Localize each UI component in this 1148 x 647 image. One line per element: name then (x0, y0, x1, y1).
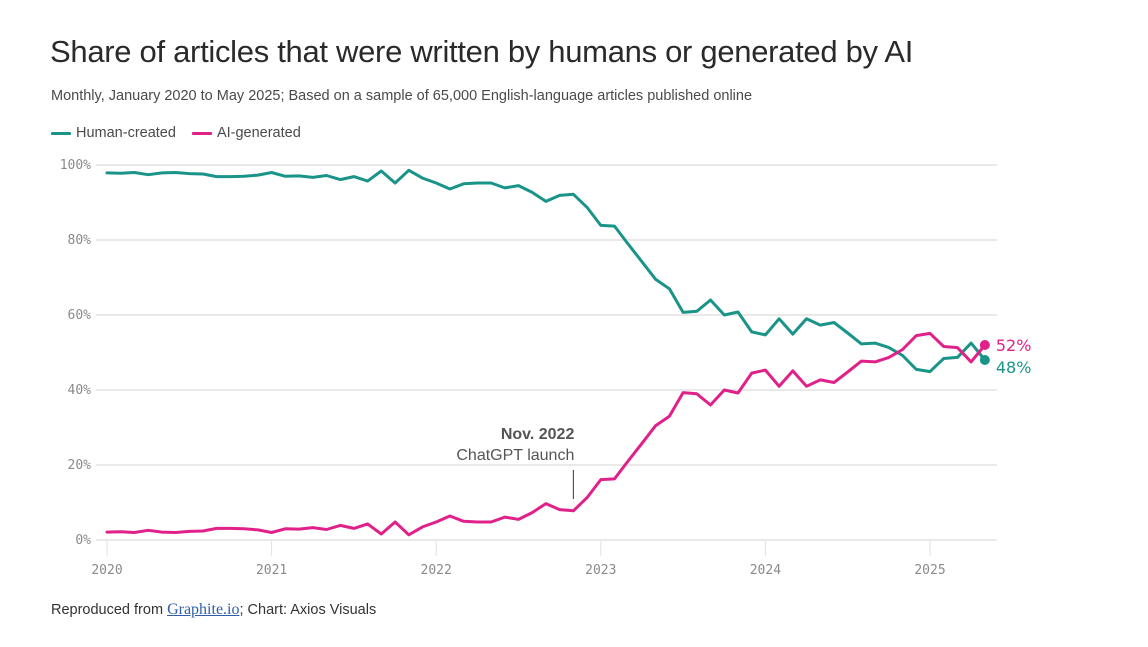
x-tick-label: 2022 (421, 563, 452, 578)
y-tick-label: 60% (68, 308, 92, 323)
legend-swatch-ai (191, 131, 212, 135)
end-labels: 48%52% (979, 336, 1032, 377)
series-line-human (105, 168, 987, 374)
legend-item-human: Human-created (51, 125, 176, 141)
y-axis: 0% 20% 40% 60% 80% 100% (60, 158, 91, 548)
gridlines (96, 164, 997, 541)
y-tick-label: 0% (75, 533, 91, 548)
x-tick-label: 2025 (914, 563, 945, 578)
series-group (105, 168, 987, 537)
y-tick-label: 20% (68, 458, 92, 473)
legend-label-human: Human-created (76, 125, 176, 141)
x-tick-label: 2024 (750, 563, 781, 578)
annotation-text: ChatGPT launch (456, 447, 574, 464)
chart-title: Share of articles that were written by h… (50, 34, 914, 69)
legend-swatch-human (51, 131, 71, 135)
end-label-ai: 52% (996, 336, 1032, 355)
x-tick-label: 2021 (256, 563, 287, 578)
legend: Human-created AI-generated (51, 125, 307, 141)
footer-suffix: ; Chart: Axios Visuals (239, 602, 377, 618)
source-footer: Reproduced from Graphite.io; Chart: Axio… (51, 601, 376, 619)
x-tick-label: 2023 (585, 563, 616, 578)
y-tick-label: 40% (68, 383, 92, 398)
graphite-link[interactable]: Graphite.io (167, 601, 240, 618)
legend-label-ai: AI-generated (216, 125, 301, 141)
end-marker-human (979, 355, 990, 365)
chart-subtitle: Monthly, January 2020 to May 2025; Based… (51, 88, 753, 104)
x-tick-label: 2020 (91, 563, 122, 578)
footer-prefix: Reproduced from (51, 602, 168, 618)
end-marker-ai (979, 340, 990, 350)
y-tick-label: 80% (68, 233, 92, 248)
end-label-human: 48% (996, 358, 1032, 377)
x-axis: 2020 2021 2022 2023 2024 2025 (91, 541, 946, 578)
legend-item-ai: AI-generated (191, 125, 301, 141)
series-line-ai (105, 331, 987, 537)
annotation-title: Nov. 2022 (501, 426, 575, 443)
annotation-chatgpt: Nov. 2022 ChatGPT launch (456, 426, 574, 499)
y-tick-label: 100% (60, 158, 91, 173)
